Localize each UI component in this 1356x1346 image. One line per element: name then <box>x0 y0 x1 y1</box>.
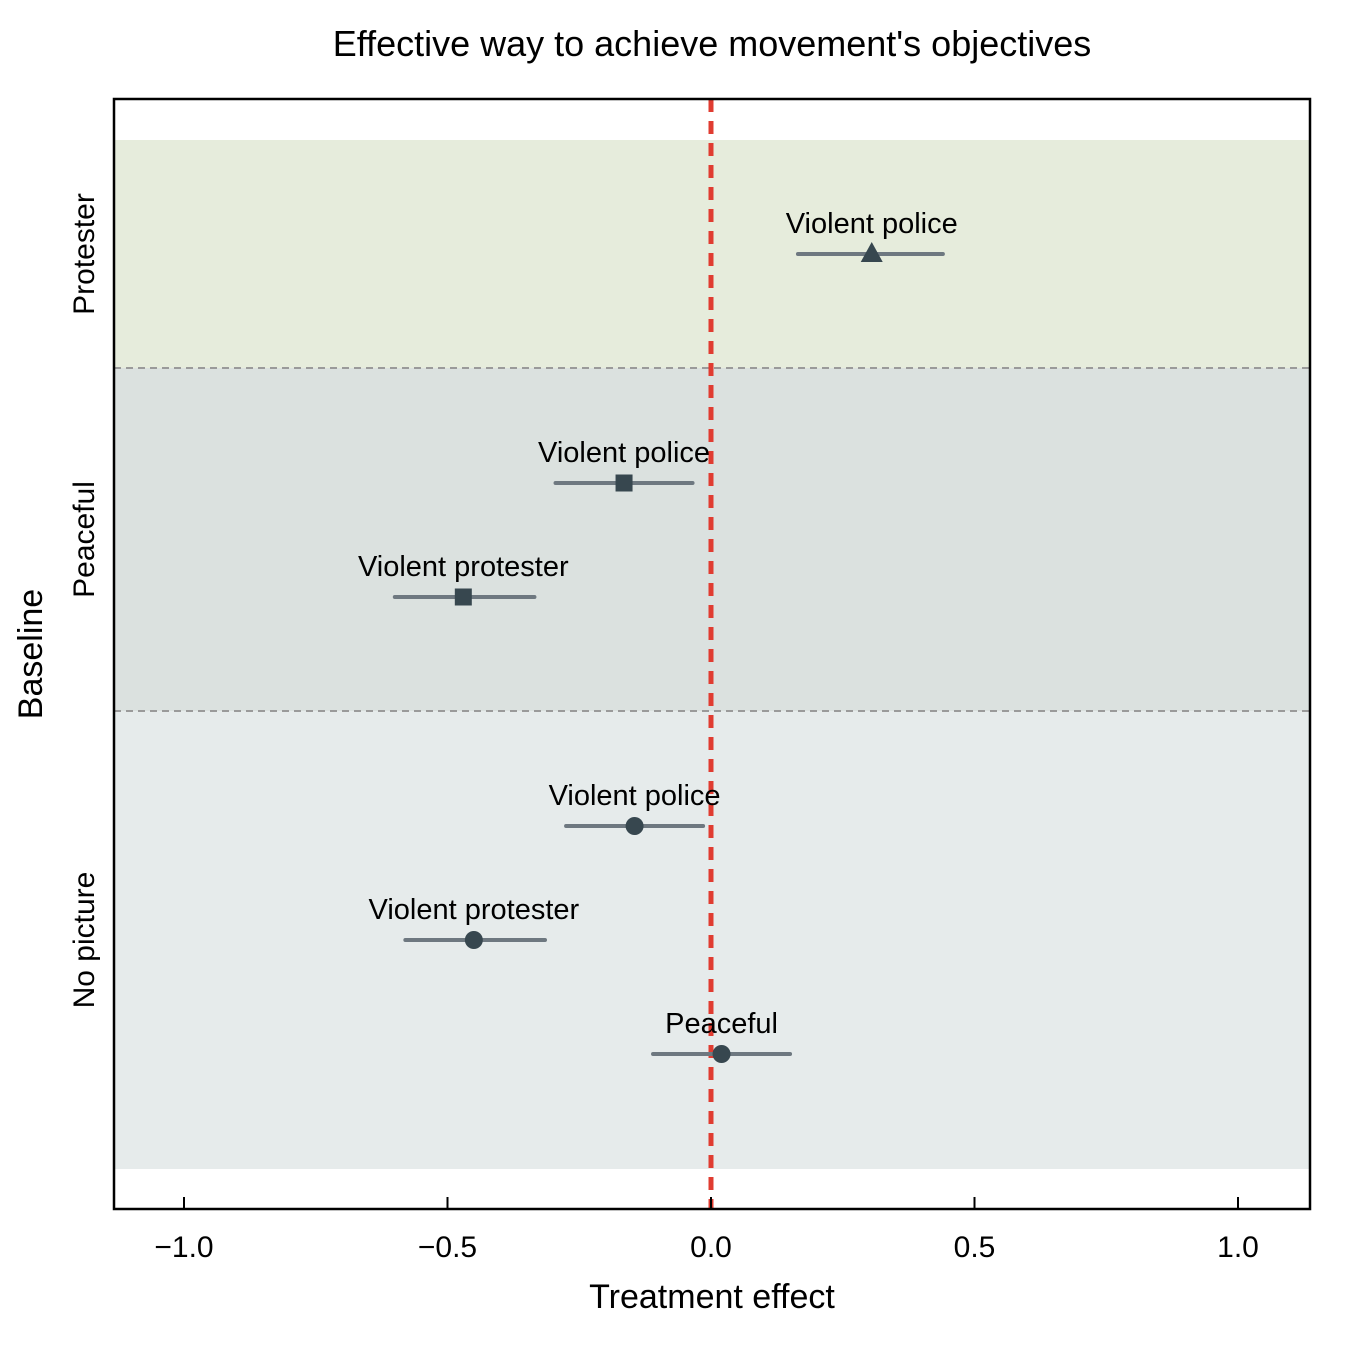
x-tick-label-4: 1.0 <box>1217 1231 1259 1264</box>
x-tick-label-1: −0.5 <box>418 1231 477 1264</box>
chart-title: Effective way to achieve movement's obje… <box>333 23 1092 64</box>
marker-1-0 <box>615 474 633 492</box>
point-label-2-2: Peaceful <box>665 1008 778 1040</box>
marker-2-0 <box>625 817 644 835</box>
x-tick-label-2: 0.0 <box>690 1231 732 1264</box>
x-tick-label-0: −1.0 <box>154 1231 213 1264</box>
estimates-layer: Violent police Violent police Violent prot… <box>358 208 958 1063</box>
point-label-2-0: Violent police <box>549 780 721 812</box>
marker-0-0 <box>860 242 883 262</box>
marker-2-1 <box>464 931 483 949</box>
group-label-2: No picture <box>68 872 101 1009</box>
group-labels: Protester Peaceful No picture <box>68 193 101 1008</box>
point-label-1-0: Violent police <box>538 437 710 469</box>
x-tick-label-3: 0.5 <box>954 1231 996 1264</box>
group-label-0: Protester <box>68 193 101 315</box>
marker-2-2 <box>712 1045 731 1063</box>
point-label-2-1: Violent protester <box>369 894 580 926</box>
marker-1-1 <box>454 588 472 606</box>
point-label-0-0: Violent police <box>786 208 958 240</box>
x-axis-ticks: −1.0 −0.5 0.0 0.5 1.0 <box>154 1197 1259 1264</box>
group-label-1: Peaceful <box>68 481 101 598</box>
y-axis-title: Baseline <box>12 589 50 719</box>
group-separators <box>114 367 1310 712</box>
point-label-1-1: Violent protester <box>358 551 569 583</box>
x-axis-title: Treatment effect <box>589 1278 835 1316</box>
